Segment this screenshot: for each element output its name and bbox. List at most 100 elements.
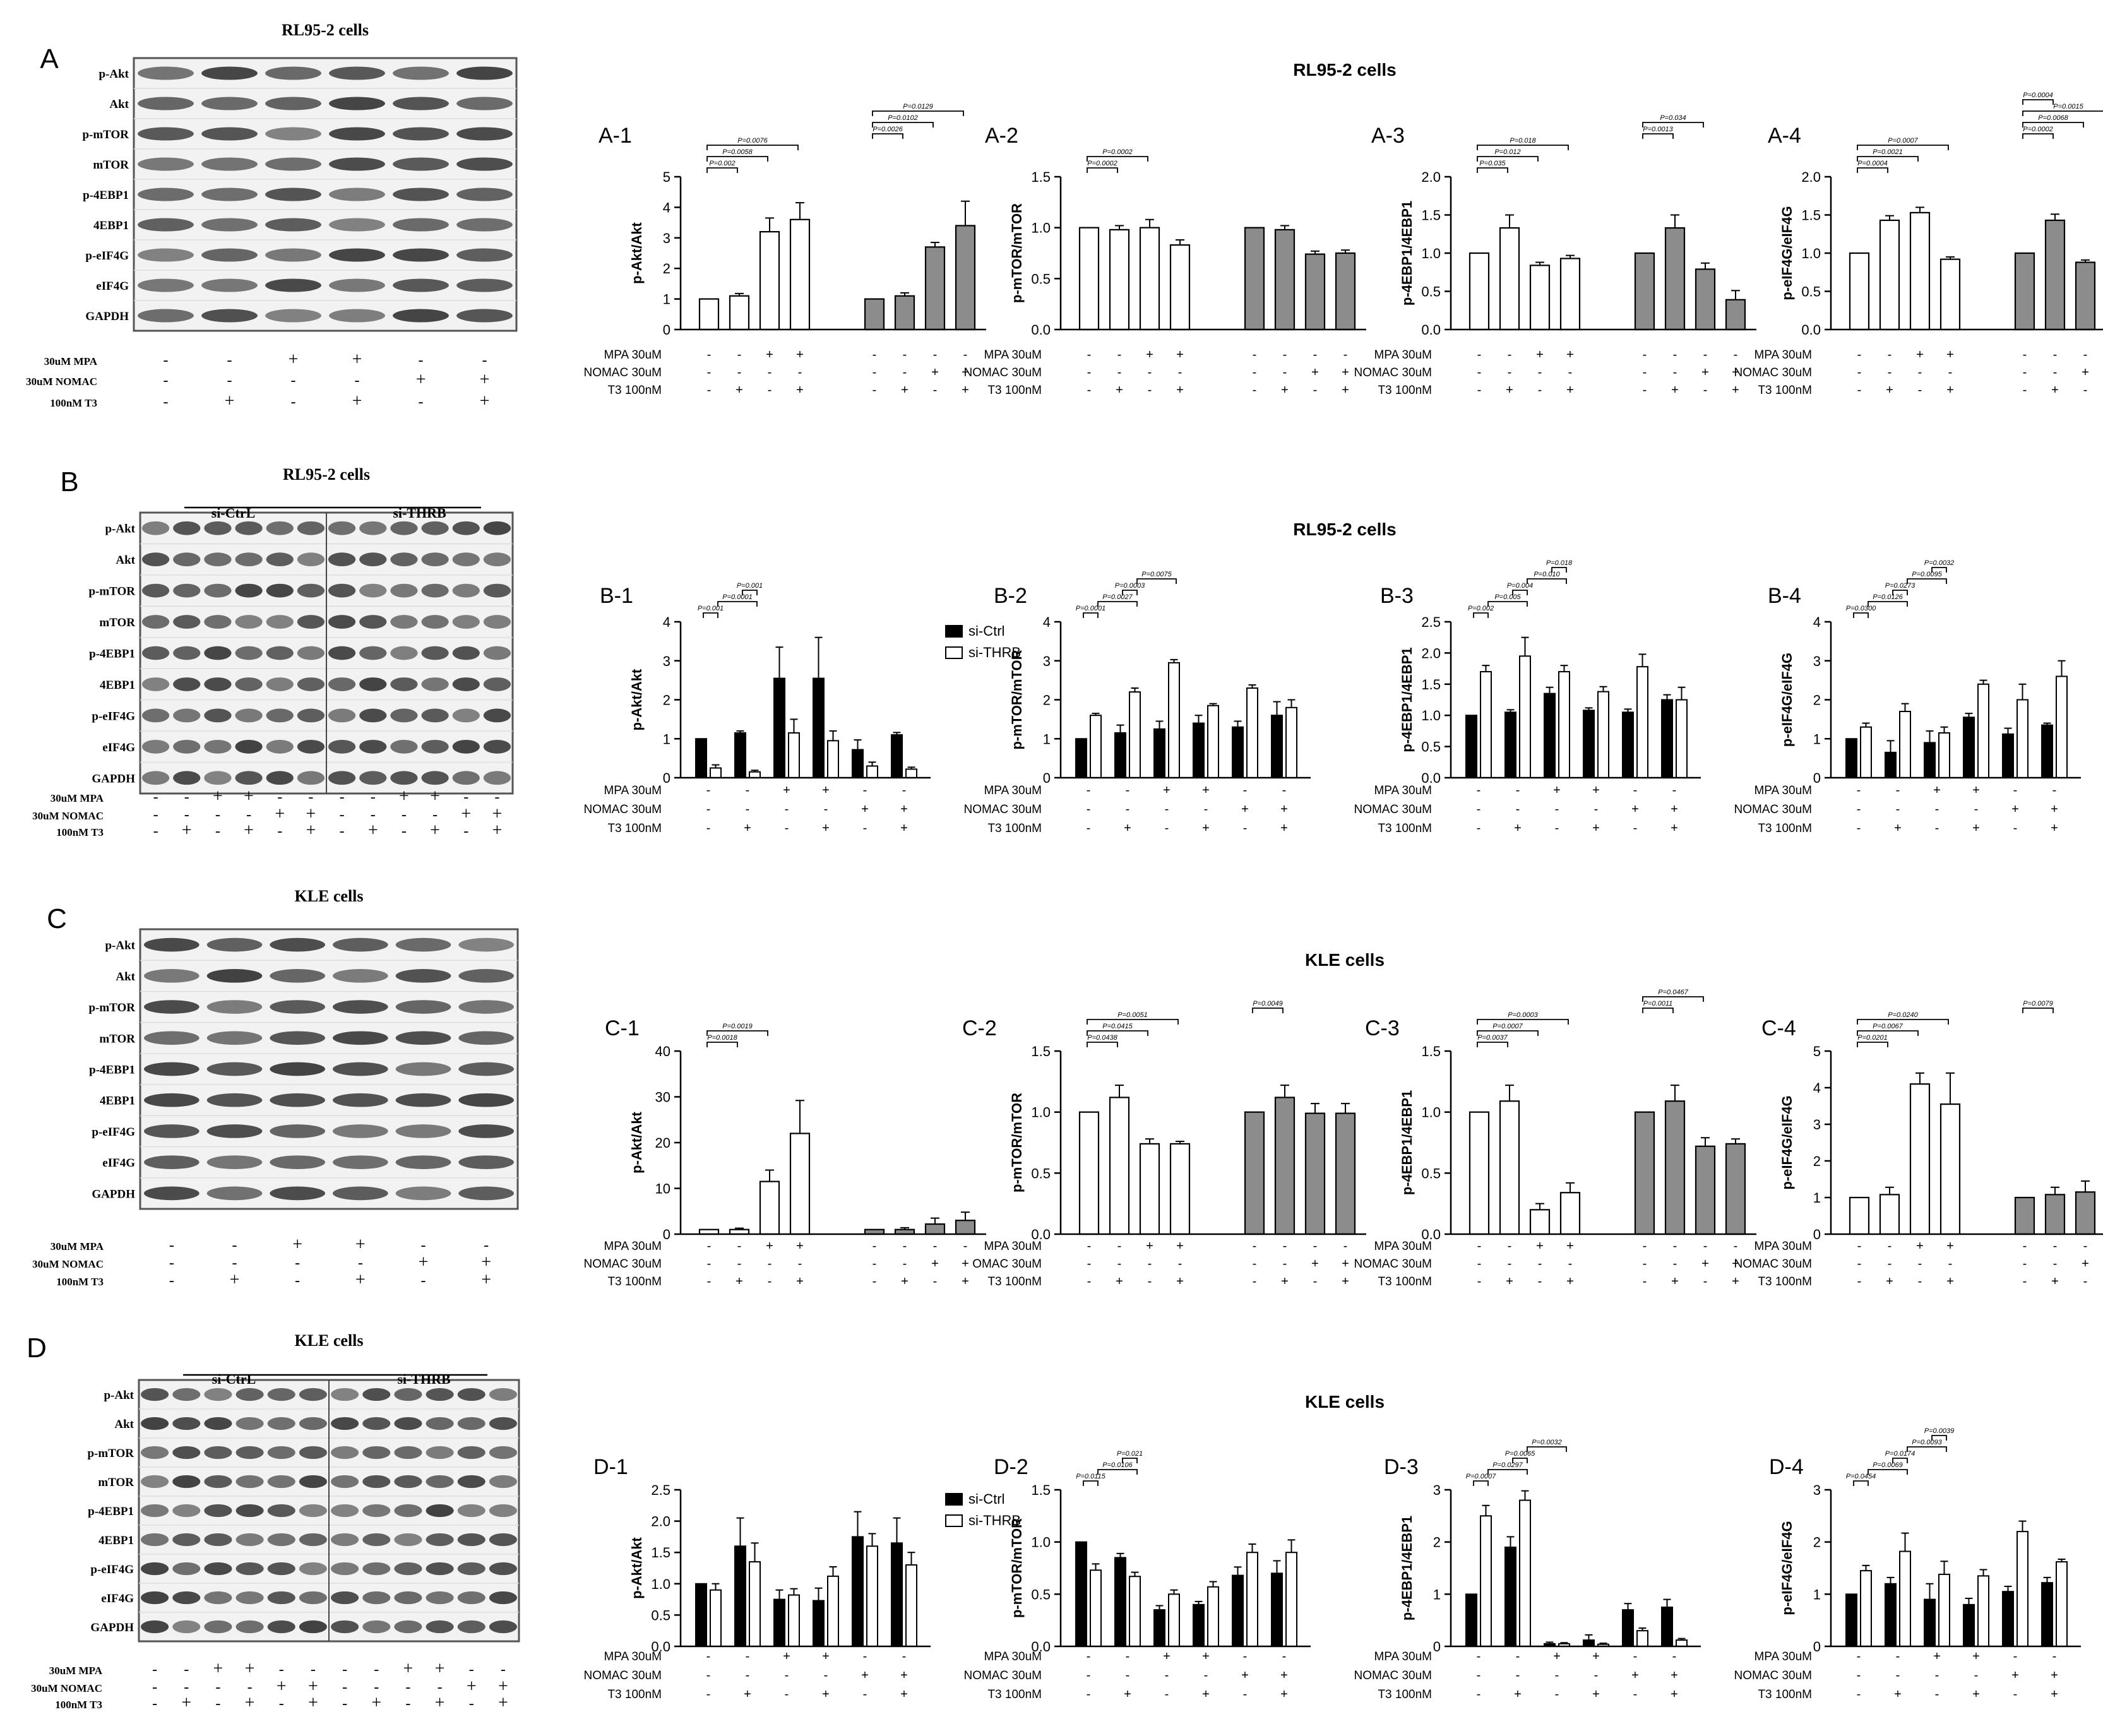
condition-sign: -	[169, 1273, 174, 1289]
band-label: p-4EBP1	[89, 648, 135, 661]
protein-band	[235, 1620, 264, 1634]
protein-band	[266, 646, 294, 660]
condition-sign: -	[1857, 1668, 1861, 1682]
condition-sign: -	[768, 383, 772, 397]
group-label: si-CtrL	[212, 1371, 256, 1387]
significance-bracket	[717, 601, 758, 607]
bar	[1664, 1100, 1686, 1235]
legend-label: si-THRB	[968, 645, 1021, 660]
band-label: 4EBP1	[100, 1095, 135, 1108]
condition-sign: -	[153, 823, 158, 840]
condition-sign: -	[933, 348, 938, 362]
bar	[1114, 732, 1126, 779]
condition-sign: +	[1566, 1275, 1574, 1288]
bar	[1544, 693, 1556, 778]
protein-band	[204, 1446, 232, 1460]
condition-sign: -	[1148, 366, 1152, 379]
condition-sign: +	[1972, 1687, 1980, 1701]
condition-label: 30uM NOMAC	[32, 1258, 104, 1270]
chart-C-1: C-1 0 10 20 30 40 p-Akt/Akt P=0.0018 P=0.0019 MPA…	[583, 1016, 986, 1288]
condition-sign: +	[230, 1270, 240, 1290]
protein-band	[267, 1591, 295, 1605]
condition-label: NOMAC 30uM	[1354, 803, 1432, 816]
protein-band	[235, 1446, 264, 1460]
condition-sign: -	[342, 1696, 347, 1712]
condition-sign: +	[736, 383, 743, 397]
protein-band	[393, 278, 449, 292]
condition-sign: -	[1243, 783, 1248, 797]
condition-sign: -	[1243, 821, 1248, 835]
protein-band	[332, 1000, 388, 1014]
condition-sign: -	[1477, 1275, 1482, 1288]
p-value: P=0.0051	[1117, 1011, 1147, 1019]
protein-band	[329, 97, 385, 110]
protein-band	[204, 677, 232, 691]
protein-band	[489, 1504, 517, 1518]
condition-sign: +	[1592, 783, 1600, 797]
condition-label: 30uM MPA	[49, 1665, 103, 1677]
significance-bracket	[1857, 1019, 1949, 1025]
condition-sign: +	[430, 821, 440, 840]
protein-band	[201, 127, 258, 141]
condition-sign: +	[419, 1252, 429, 1272]
p-value: P=0.0004	[2023, 92, 2052, 99]
condition-sign: -	[1672, 783, 1677, 797]
condition-label: T3 100nM	[1378, 1688, 1432, 1701]
protein-band	[235, 552, 263, 567]
protein-band	[204, 708, 232, 723]
protein-band	[204, 1562, 232, 1576]
condition-sign: +	[861, 1668, 869, 1682]
bar	[813, 677, 825, 778]
condition-sign: -	[1126, 783, 1130, 797]
y-tick-label: 1	[663, 292, 670, 307]
condition-sign: +	[1241, 1668, 1249, 1682]
condition-sign: +	[1124, 821, 1131, 835]
p-value: P=0.0079	[2023, 1000, 2052, 1008]
y-tick-label: 1.5	[1801, 208, 1821, 223]
condition-sign: -	[1935, 802, 1939, 816]
condition-sign: -	[2053, 348, 2058, 362]
condition-label: NOMAC 30uM	[963, 803, 1042, 816]
chart-id: C-4	[1761, 1016, 1796, 1040]
condition-sign: -	[863, 1687, 867, 1701]
condition-sign: -	[1253, 1239, 1257, 1253]
protein-band	[359, 521, 387, 535]
condition-sign: +	[1701, 1257, 1709, 1271]
condition-sign: -	[1126, 1650, 1130, 1663]
condition-sign: -	[295, 1273, 300, 1289]
group-label: si-THRB	[393, 505, 446, 521]
chart-id: C-2	[962, 1016, 997, 1040]
row-title: KLE cells	[1305, 950, 1385, 970]
condition-sign: -	[1087, 783, 1091, 797]
protein-band	[457, 1446, 486, 1460]
condition-sign: -	[405, 1696, 410, 1712]
protein-band	[265, 127, 321, 141]
condition-sign: +	[403, 1659, 414, 1679]
p-value: P=0.0039	[1924, 1427, 1954, 1435]
legend-label: si-Ctrl	[968, 623, 1004, 639]
condition-sign: -	[1313, 1275, 1318, 1288]
condition-sign: -	[291, 372, 296, 389]
condition-sign: -	[824, 1668, 828, 1682]
y-tick-label: 1	[1813, 731, 1821, 747]
protein-band	[332, 1155, 388, 1169]
condition-sign: -	[1117, 1239, 1122, 1253]
condition-sign: -	[1643, 1239, 1647, 1253]
condition-sign: +	[1280, 1668, 1288, 1682]
condition-sign: -	[1703, 383, 1708, 397]
condition-sign: -	[402, 807, 407, 823]
protein-band	[331, 1591, 359, 1605]
p-value: P=0.0129	[903, 103, 932, 110]
bar	[1661, 1607, 1673, 1647]
condition-label: T3 100nM	[607, 1688, 662, 1701]
condition-sign: -	[1974, 1668, 1979, 1682]
condition-label: T3 100nM	[987, 1688, 1042, 1701]
condition-sign: +	[1280, 1687, 1288, 1701]
chart-A-1: A-1 0 1 2 3 4 5 p-Akt/Akt P=0.002 P=0.0058 P=0.007…	[583, 103, 986, 397]
chart-D-3: D-3 0 1 2 3 p-4EBP1/4EBP1 P=0.0007 P=0.0297 P=0.…	[1354, 1439, 1701, 1701]
condition-label: 100nM T3	[56, 1276, 104, 1288]
y-axis-label: p-4EBP1/4EBP1	[1399, 1516, 1415, 1620]
protein-band	[297, 771, 325, 785]
significance-bracket	[872, 122, 934, 128]
band-label: eIF4G	[102, 741, 135, 754]
